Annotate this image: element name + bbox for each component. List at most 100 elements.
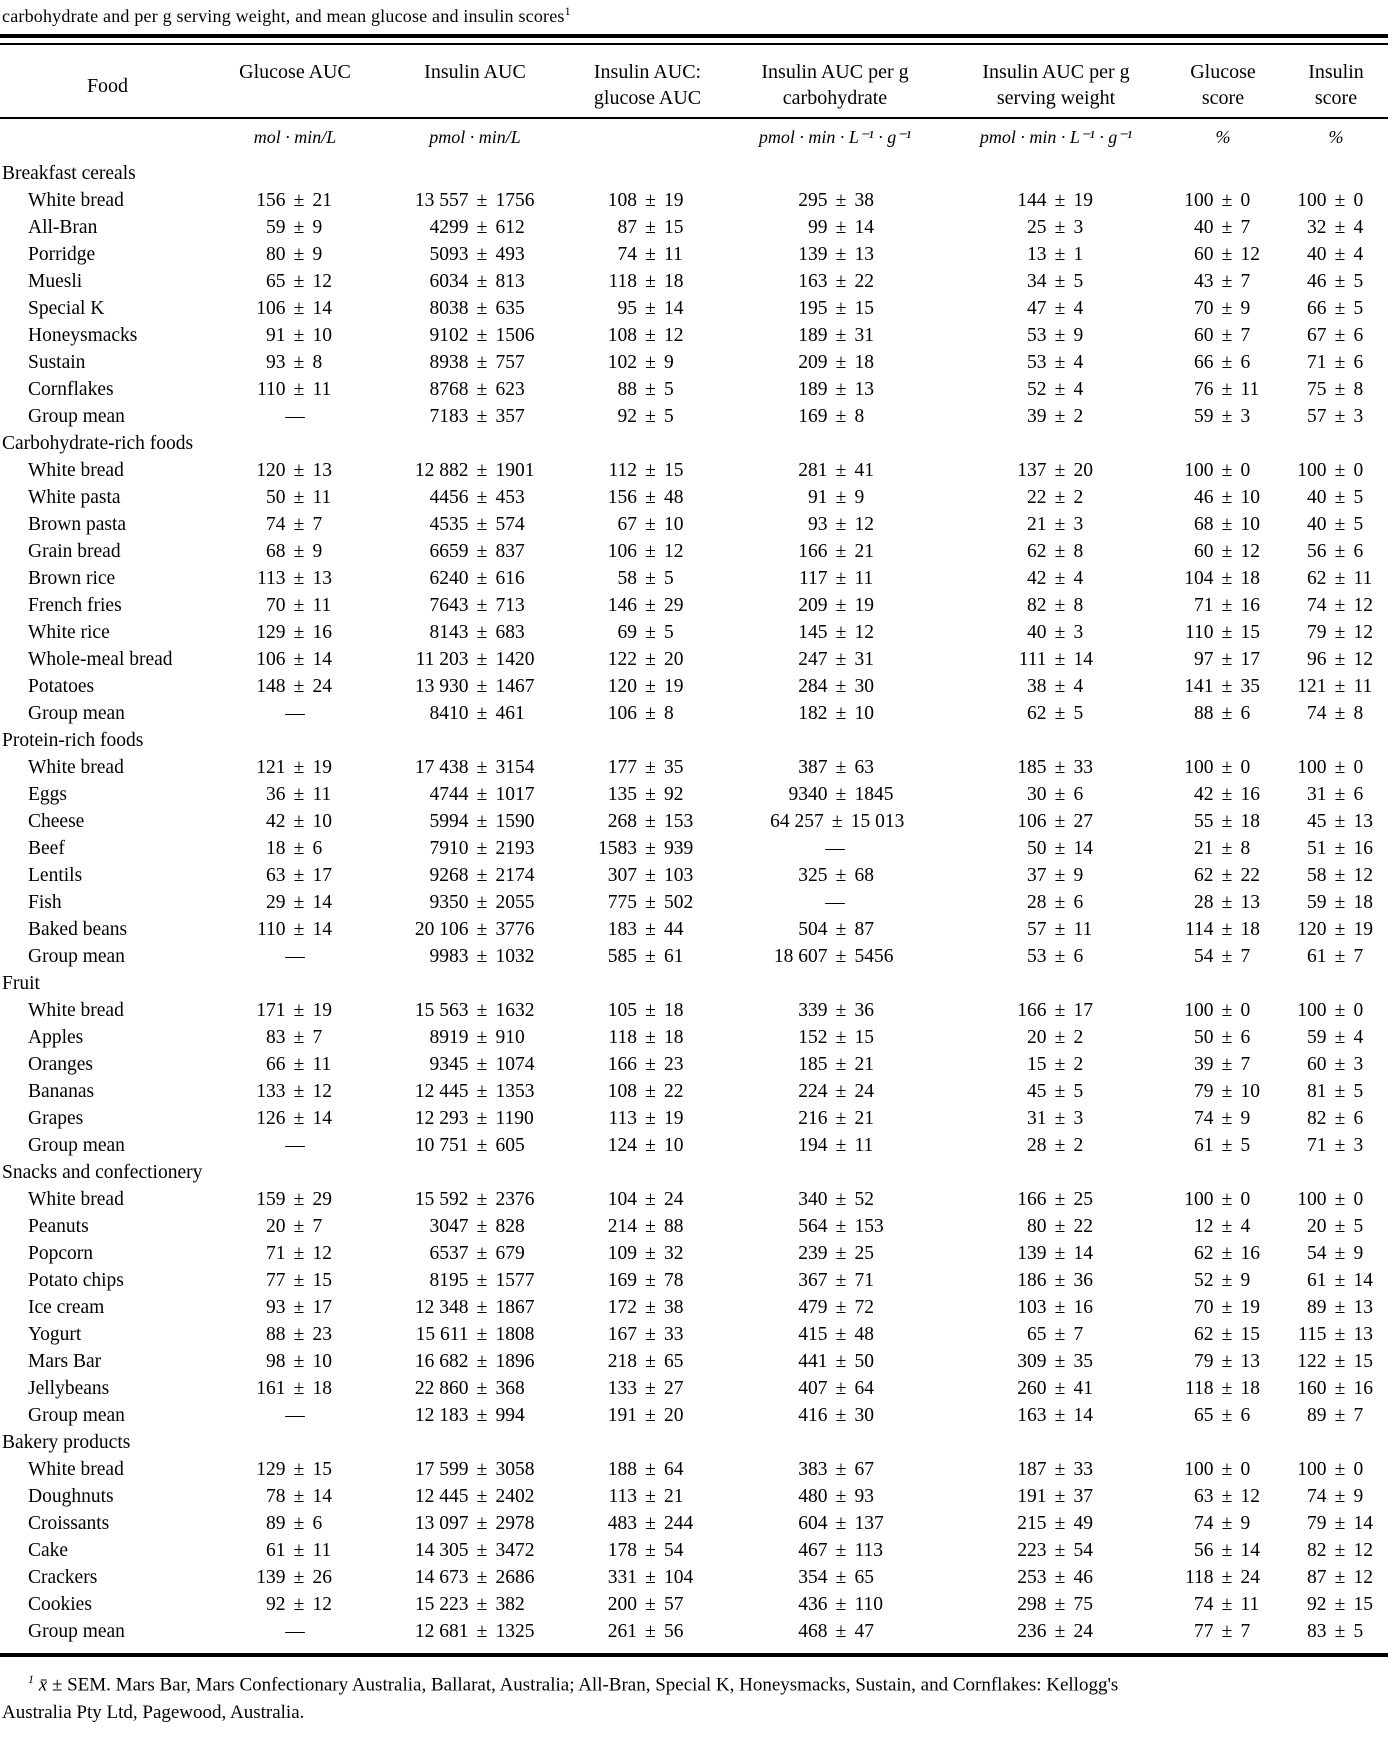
cell-insulin-auc-per-g-carbohydrate: 209 ±18	[798, 352, 874, 373]
cell-insulin-score: 87 ±12	[1307, 1567, 1373, 1588]
cell-insulin-auc-per-g-serving-weight: 15 ±2	[1027, 1054, 1084, 1075]
cell-glucose-score: 74 ±11	[1194, 1594, 1260, 1615]
cell-insulin-auc-per-g-carbohydrate: 224 ±24	[798, 1081, 874, 1102]
cell-insulin-score: 61 ±14	[1307, 1270, 1373, 1291]
cell-insulin-auc-per-g-carbohydrate: 504 ±87	[798, 919, 874, 940]
cell-glucose-auc: 36 ±11	[266, 784, 332, 805]
cell-insulin-auc-glucose-auc-ratio: 108 ±22	[607, 1081, 684, 1102]
cell-insulin-auc-per-g-carbohydrate: 152 ±15	[798, 1027, 874, 1048]
cell-glucose-score: 88 ±6	[1194, 703, 1251, 724]
cell-insulin-auc-glucose-auc-ratio: 177 ±35	[607, 757, 684, 778]
cell-insulin-auc-glucose-auc-ratio: 105 ±18	[607, 1000, 684, 1021]
cell-insulin-auc-per-g-carbohydrate: 209 ±19	[798, 595, 874, 616]
cell-insulin-score: 100 ±0	[1297, 460, 1364, 481]
cell-insulin-auc-per-g-carbohydrate: 436 ±110	[798, 1594, 884, 1615]
food-name: Whole-meal bread	[28, 649, 173, 670]
food-name: Cookies	[28, 1594, 92, 1615]
cell-insulin-score: 40 ±5	[1307, 514, 1364, 535]
cell-insulin-auc-glucose-auc-ratio: 118 ±18	[608, 271, 684, 292]
table-row: Potatoes 148 ±24 13 930 ±1467 120 ±19 284 ±30 38 ±…	[0, 673, 1388, 700]
table-row: Croissants 89 ±6 13 097 ±2978 483 ±244 604 ±137 2…	[0, 1510, 1388, 1537]
cell-glucose-auc: 88 ±23	[266, 1324, 332, 1345]
food-name: White rice	[28, 622, 110, 643]
cell-insulin-auc-glucose-auc-ratio: 166 ±23	[607, 1054, 684, 1075]
cell-glucose-auc: 59 ±9	[266, 217, 323, 238]
cell-insulin-auc-glucose-auc-ratio: 307 ±103	[607, 865, 694, 886]
food-name: Grapes	[28, 1108, 84, 1129]
table-row: Group mean — 10 751 ±605 124 ±10 194 ±11 28 ±2 61 ±…	[0, 1132, 1388, 1159]
cell-insulin-auc-per-g-carbohydrate: 18 607 ±5456	[773, 946, 894, 967]
food-name: White bread	[28, 1459, 124, 1480]
table-caption: carbohydrate and per g serving weight, a…	[0, 0, 1388, 27]
unit-insulin-auc: pmol · min/L	[429, 127, 521, 147]
unit-ratio	[575, 118, 720, 160]
cell-glucose-score: 39 ±7	[1194, 1054, 1251, 1075]
cell-insulin-auc: 12 183 ±994	[414, 1405, 525, 1426]
cell-glucose-score: 100 ±0	[1184, 1189, 1251, 1210]
food-name: Sustain	[28, 352, 86, 373]
cell-glucose-auc: 171 ±19	[256, 1000, 332, 1021]
table-row: Beef 18 ±6 7910 ±2193 1583 ±939 — 50 ±14 21 ±8 51 ±16	[0, 835, 1388, 862]
cell-glucose-score: 66 ±6	[1194, 352, 1251, 373]
section-header-row: Snacks and confectionery	[0, 1159, 1388, 1186]
cell-insulin-auc-per-g-serving-weight: 57 ±11	[1027, 919, 1093, 940]
cell-insulin-auc-glucose-auc-ratio: 106 ±12	[607, 541, 684, 562]
cell-glucose-auc: 65 ±12	[266, 271, 332, 292]
cell-insulin-score: 83 ±5	[1307, 1621, 1364, 1642]
food-name: Cake	[28, 1540, 69, 1561]
cell-glucose-score: 63 ±12	[1194, 1486, 1260, 1507]
cell-insulin-auc-glucose-auc-ratio: 92 ±5	[617, 406, 674, 427]
cell-insulin-auc-glucose-auc-ratio: 156 ±48	[607, 487, 684, 508]
column-header-insulin-auc-glucose-auc-ratio: Insulin AUC: glucose AUC	[575, 45, 720, 119]
cell-glucose-score: 21 ±8	[1194, 838, 1251, 859]
table-row: Apples 83 ±7 8919 ±910 118 ±18 152 ±15 20 ±2 50 ±6 59…	[0, 1024, 1388, 1051]
cell-insulin-auc-glucose-auc-ratio: 87 ±15	[617, 217, 684, 238]
cell-insulin-score: 71 ±3	[1307, 1135, 1364, 1156]
cell-insulin-score: 82 ±6	[1307, 1108, 1364, 1129]
cell-insulin-score: 75 ±8	[1307, 379, 1364, 400]
cell-insulin-auc-per-g-serving-weight: 30 ±6	[1027, 784, 1084, 805]
cell-glucose-score: 12 ±4	[1194, 1216, 1251, 1237]
table-row: White bread 120 ±13 12 882 ±1901 112 ±15 281 ±41…	[0, 457, 1388, 484]
cell-glucose-score: 118 ±24	[1184, 1567, 1260, 1588]
cell-insulin-auc-per-g-carbohydrate: 415 ±48	[798, 1324, 874, 1345]
cell-insulin-auc-per-g-carbohydrate: 117 ±11	[798, 568, 874, 589]
table-row: Popcorn 71 ±12 6537 ±679 109 ±32 239 ±25 139 ±14 62…	[0, 1240, 1388, 1267]
cell-glucose-auc: 20 ±7	[266, 1216, 323, 1237]
food-name: Special K	[28, 298, 105, 319]
cell-glucose-score: 28 ±13	[1194, 892, 1260, 913]
cell-glucose-score: 52 ±9	[1194, 1270, 1251, 1291]
cell-glucose-auc: 129 ±16	[256, 622, 332, 643]
cell-insulin-score: 54 ±9	[1307, 1243, 1364, 1264]
cell-insulin-auc-per-g-serving-weight: 22 ±2	[1027, 487, 1084, 508]
cell-insulin-auc-per-g-serving-weight: 42 ±4	[1027, 568, 1084, 589]
cell-insulin-auc: 8195 ±1577	[429, 1270, 535, 1291]
cell-insulin-score: 82 ±12	[1307, 1540, 1373, 1561]
cell-insulin-score: 40 ±5	[1307, 487, 1364, 508]
cell-insulin-score: 51 ±16	[1307, 838, 1373, 859]
cell-insulin-score: 81 ±5	[1307, 1081, 1364, 1102]
table-row: White bread 121 ±19 17 438 ±3154 177 ±35 387 ±63…	[0, 754, 1388, 781]
units-row: mol · min/L pmol · min/L pmol · min · L⁻…	[0, 118, 1388, 160]
cell-glucose-score: 40 ±7	[1194, 217, 1251, 238]
cell-insulin-auc-glucose-auc-ratio: 69 ±5	[617, 622, 674, 643]
cell-insulin-auc-per-g-serving-weight: 25 ±3	[1027, 217, 1084, 238]
cell-glucose-auc: 77 ±15	[266, 1270, 332, 1291]
cell-insulin-auc: 13 930 ±1467	[414, 676, 535, 697]
cell-glucose-score: 55 ±18	[1194, 811, 1260, 832]
section-header-row: Carbohydrate-rich foods	[0, 430, 1388, 457]
cell-glucose-score: 60 ±12	[1194, 244, 1260, 265]
table-row: Special K 106 ±14 8038 ±635 95 ±14 195 ±15 47 ±4 70…	[0, 295, 1388, 322]
cell-insulin-auc-glucose-auc-ratio: 218 ±65	[607, 1351, 684, 1372]
cell-insulin-auc: 4299 ±612	[429, 217, 525, 238]
cell-insulin-auc-per-g-carbohydrate: 169 ±8	[798, 406, 865, 427]
cell-insulin-score: 100 ±0	[1297, 1000, 1364, 1021]
cell-insulin-auc-per-g-serving-weight: 253 ±46	[1017, 1567, 1093, 1588]
cell-glucose-auc: —	[285, 1405, 305, 1426]
table-row: French fries 70 ±11 7643 ±713 146 ±29 209 ±19 82 ±…	[0, 592, 1388, 619]
cell-insulin-auc-glucose-auc-ratio: 183 ±44	[607, 919, 684, 940]
cell-insulin-auc-glucose-auc-ratio: 483 ±244	[607, 1513, 694, 1534]
unit-insulin-score: %	[1328, 127, 1344, 147]
cell-insulin-auc: 5093 ±493	[429, 244, 525, 265]
cell-glucose-auc: 106 ±14	[256, 649, 332, 670]
